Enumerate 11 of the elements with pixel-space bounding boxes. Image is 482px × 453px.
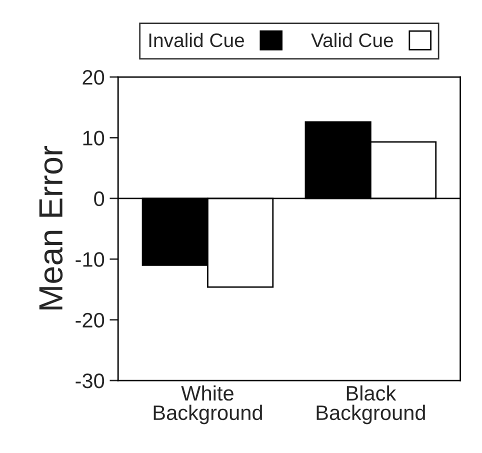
- y-tick-label: 0: [94, 191, 104, 206]
- y-tick-label: -20: [76, 312, 104, 328]
- x-tick-label: Black Background: [316, 385, 425, 424]
- x-tick-label: White Background: [154, 385, 262, 424]
- legend-label: Valid Cue: [311, 32, 393, 48]
- y-tick-label: -10: [76, 252, 104, 267]
- y-axis-title: Mean Error: [39, 146, 63, 310]
- y-tick-label: 20: [82, 70, 104, 85]
- legend-label: Invalid Cue: [149, 32, 244, 48]
- y-tick-label: 10: [83, 130, 104, 146]
- y-tick-label: -30: [76, 374, 104, 388]
